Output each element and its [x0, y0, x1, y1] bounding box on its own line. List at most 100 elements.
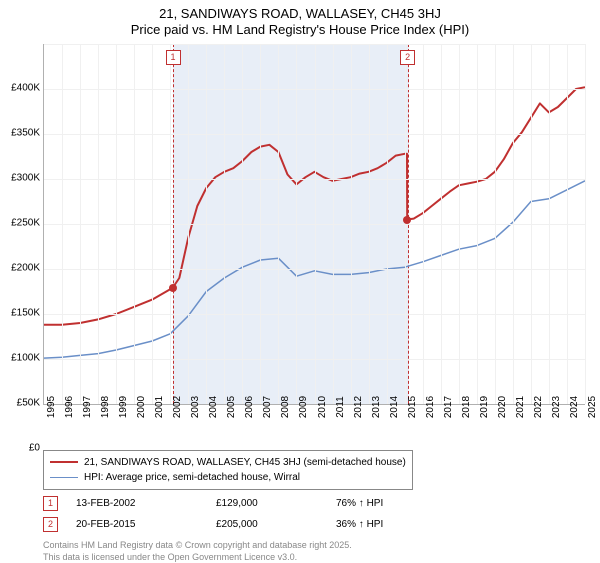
- sale-price: £129,000: [216, 498, 336, 509]
- sale-marker-box: 2: [400, 50, 415, 65]
- sales-table: 1 13-FEB-2002£129,00076% ↑ HPI 2 20-FEB-201…: [43, 496, 584, 532]
- sale-marker-box: 2: [43, 517, 58, 532]
- gridline-v: [80, 44, 81, 404]
- gridline-v: [224, 44, 225, 404]
- y-tick-label: £50K: [0, 398, 40, 409]
- y-tick-label: £250K: [0, 218, 40, 229]
- chart-container: 21, SANDIWAYS ROAD, WALLASEY, CH45 3HJ P…: [0, 0, 600, 560]
- gridline-v: [333, 44, 334, 404]
- x-tick-label: 2024: [569, 396, 580, 418]
- gridline-v: [513, 44, 514, 404]
- gridline-v: [315, 44, 316, 404]
- gridline-v: [242, 44, 243, 404]
- y-tick-label: £300K: [0, 173, 40, 184]
- sale-dot: [403, 216, 411, 224]
- x-tick-label: 2023: [551, 396, 562, 418]
- chart-area: 12 £0£50K£100K£150K£200K£250K£300K£350K£…: [0, 44, 600, 444]
- gridline-v: [152, 44, 153, 404]
- y-tick-label: £200K: [0, 263, 40, 274]
- y-tick-label: £0: [0, 443, 40, 454]
- sale-dot: [169, 284, 177, 292]
- x-tick-label: 1997: [82, 396, 93, 418]
- gridline-v: [531, 44, 532, 404]
- gridline-v: [549, 44, 550, 404]
- x-tick-label: 2003: [190, 396, 201, 418]
- x-tick-label: 1999: [118, 396, 129, 418]
- gridline-v: [98, 44, 99, 404]
- x-tick-label: 2016: [425, 396, 436, 418]
- x-tick-label: 2011: [335, 396, 346, 418]
- sale-hpi-delta: 36% ↑ HPI: [336, 519, 456, 530]
- y-tick-label: £150K: [0, 308, 40, 319]
- x-tick-label: 1998: [100, 396, 111, 418]
- title-subtitle: Price paid vs. HM Land Registry's House …: [0, 22, 600, 38]
- x-tick-label: 2004: [208, 396, 219, 418]
- gridline-v: [387, 44, 388, 404]
- x-tick-label: 2008: [280, 396, 291, 418]
- x-tick-label: 2013: [371, 396, 382, 418]
- x-tick-label: 2025: [587, 396, 598, 418]
- x-tick-label: 2002: [172, 396, 183, 418]
- x-tick-label: 2022: [533, 396, 544, 418]
- gridline-v: [423, 44, 424, 404]
- x-tick-label: 1995: [46, 396, 57, 418]
- gridline-v: [188, 44, 189, 404]
- sale-hpi-delta: 76% ↑ HPI: [336, 498, 456, 509]
- gridline-v: [459, 44, 460, 404]
- x-tick-label: 2019: [479, 396, 490, 418]
- legend-swatch-price: [50, 461, 78, 463]
- gridline-v: [206, 44, 207, 404]
- x-tick-label: 2005: [226, 396, 237, 418]
- legend-swatch-hpi: [50, 477, 78, 478]
- gridline-v: [134, 44, 135, 404]
- gridline-v: [351, 44, 352, 404]
- gridline-v: [405, 44, 406, 404]
- x-tick-label: 2021: [515, 396, 526, 418]
- footer-line-1: Contains HM Land Registry data © Crown c…: [43, 540, 584, 552]
- x-tick-label: 2006: [244, 396, 255, 418]
- gridline-v: [495, 44, 496, 404]
- x-tick-label: 2012: [353, 396, 364, 418]
- x-tick-label: 2009: [298, 396, 309, 418]
- x-tick-label: 2010: [317, 396, 328, 418]
- gridline-v: [477, 44, 478, 404]
- x-tick-label: 2020: [497, 396, 508, 418]
- sale-marker-box: 1: [43, 496, 58, 511]
- x-tick-label: 2015: [407, 396, 418, 418]
- legend-box: 21, SANDIWAYS ROAD, WALLASEY, CH45 3HJ (…: [43, 450, 413, 490]
- x-tick-label: 2000: [136, 396, 147, 418]
- gridline-v: [62, 44, 63, 404]
- gridline-v: [441, 44, 442, 404]
- title-block: 21, SANDIWAYS ROAD, WALLASEY, CH45 3HJ P…: [0, 0, 600, 39]
- legend-and-footer: 21, SANDIWAYS ROAD, WALLASEY, CH45 3HJ (…: [43, 450, 584, 563]
- footer-line-2: This data is licensed under the Open Gov…: [43, 552, 584, 563]
- x-tick-label: 2014: [389, 396, 400, 418]
- sale-date: 13-FEB-2002: [76, 498, 216, 509]
- gridline-v: [369, 44, 370, 404]
- sale-date: 20-FEB-2015: [76, 519, 216, 530]
- sale-row: 2 20-FEB-2015£205,00036% ↑ HPI: [43, 517, 584, 532]
- sale-marker-box: 1: [166, 50, 181, 65]
- x-tick-label: 2001: [154, 396, 165, 418]
- gridline-v: [170, 44, 171, 404]
- gridline-v: [567, 44, 568, 404]
- x-tick-label: 1996: [64, 396, 75, 418]
- x-tick-label: 2017: [443, 396, 454, 418]
- title-address: 21, SANDIWAYS ROAD, WALLASEY, CH45 3HJ: [0, 6, 600, 22]
- legend-item-hpi: HPI: Average price, semi-detached house,…: [50, 470, 406, 485]
- gridline-v: [116, 44, 117, 404]
- legend-label-hpi: HPI: Average price, semi-detached house,…: [84, 472, 300, 483]
- legend-item-price: 21, SANDIWAYS ROAD, WALLASEY, CH45 3HJ (…: [50, 455, 406, 470]
- y-tick-label: £350K: [0, 128, 40, 139]
- y-tick-label: £400K: [0, 83, 40, 94]
- gridline-v: [260, 44, 261, 404]
- legend-label-price: 21, SANDIWAYS ROAD, WALLASEY, CH45 3HJ (…: [84, 457, 406, 468]
- x-tick-label: 2018: [461, 396, 472, 418]
- x-tick-label: 2007: [262, 396, 273, 418]
- y-tick-label: £100K: [0, 353, 40, 364]
- sale-price: £205,000: [216, 519, 336, 530]
- gridline-v: [278, 44, 279, 404]
- gridline-v: [296, 44, 297, 404]
- plot-area: 12: [43, 44, 585, 405]
- sale-row: 1 13-FEB-2002£129,00076% ↑ HPI: [43, 496, 584, 511]
